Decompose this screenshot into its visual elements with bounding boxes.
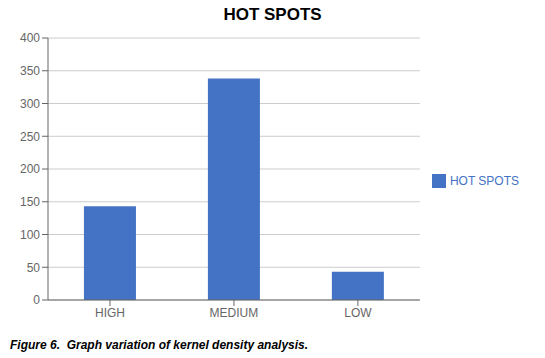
html-text:HOT SPOTS: HOT SPOTS [449, 173, 519, 188]
svg-text:0: 0 [33, 293, 40, 307]
html-text:Figure 6. Graph variation of k: Figure 6. Graph variation of kernel dens… [10, 338, 309, 352]
svg-text:400: 400 [20, 31, 40, 45]
svg-text:50: 50 [27, 261, 41, 275]
svg-text:200: 200 [20, 162, 40, 176]
svg-text:MEDIUM: MEDIUM [210, 306, 259, 320]
svg-text:LOW: LOW [344, 306, 372, 320]
svg-text:HIGH: HIGH [95, 306, 125, 320]
html-text:HOT SPOTS: HOT SPOTS [223, 5, 322, 24]
svg-text:350: 350 [20, 64, 40, 78]
svg-text:250: 250 [20, 130, 40, 144]
svg-text:100: 100 [20, 228, 40, 242]
svg-text:150: 150 [20, 195, 40, 209]
svg-text:300: 300 [20, 97, 40, 111]
